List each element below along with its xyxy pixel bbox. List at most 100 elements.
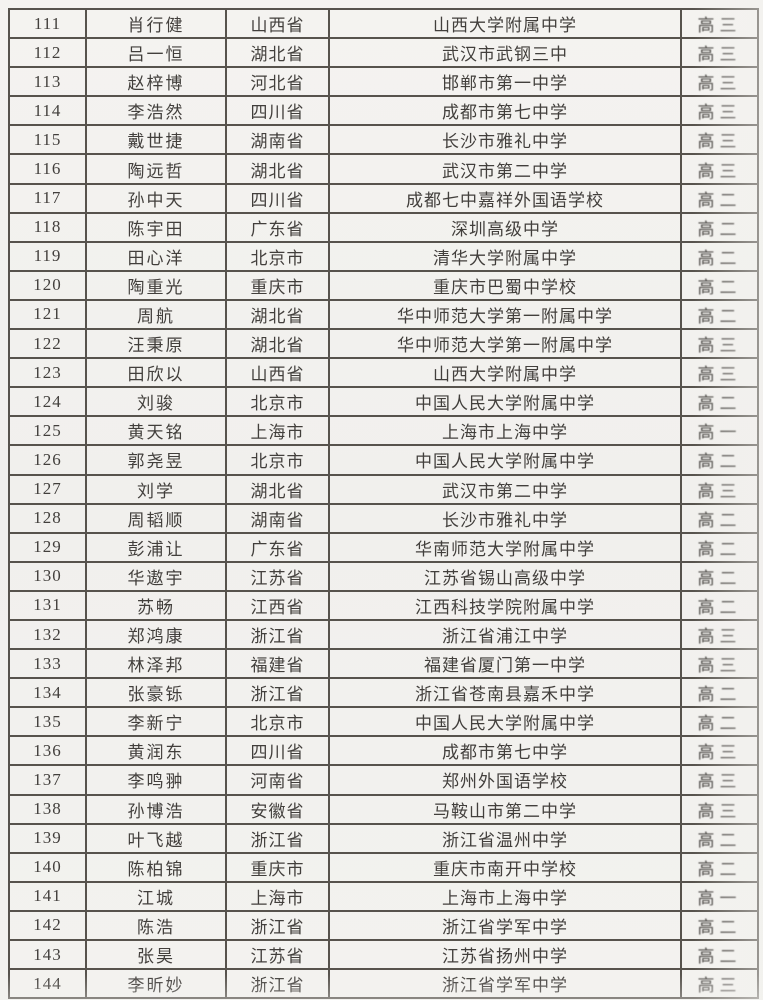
cell-school: 华南师范大学附属中学: [328, 531, 682, 563]
cell-province: 湖北省: [225, 37, 330, 69]
cell-row-number: 116: [8, 153, 87, 185]
cell-grade-level: 高三: [680, 328, 759, 360]
cell-row-number: 115: [8, 124, 87, 156]
cell-row-number: 129: [8, 531, 87, 563]
table-row: 117 孙中天 四川省 成都七中嘉祥外国语学校 高二: [8, 182, 759, 214]
cell-province: 北京市: [225, 240, 330, 272]
cell-row-number: 121: [8, 298, 87, 331]
cell-student-name: 戴世捷: [85, 124, 227, 156]
cell-province: 北京市: [225, 444, 330, 476]
cell-grade-level: 高二: [680, 211, 759, 243]
cell-row-number: 124: [8, 386, 87, 418]
cell-row-number: 140: [8, 851, 87, 883]
cell-row-number: 131: [8, 589, 87, 621]
cell-grade-level: 高二: [680, 822, 759, 854]
cell-student-name: 郑鸿康: [85, 618, 227, 651]
table-row: 140 陈柏锦 重庆市 重庆市南开中学校 高二: [8, 851, 759, 883]
cell-student-name: 刘学: [85, 473, 227, 505]
cell-row-number: 134: [8, 677, 87, 709]
cell-province: 浙江省: [225, 822, 330, 854]
cell-province: 重庆市: [225, 851, 330, 883]
cell-student-name: 陶远哲: [85, 153, 227, 185]
cell-grade-level: 高二: [680, 706, 759, 738]
cell-province: 浙江省: [225, 968, 330, 1000]
table-row: 116 陶远哲 湖北省 武汉市第二中学 高三: [8, 153, 759, 185]
table-row: 142 陈浩 浙江省 浙江省学军中学 高二: [8, 909, 759, 942]
cell-school: 清华大学附属中学: [328, 240, 682, 272]
table-row: 112 吕一恒 湖北省 武汉市武钢三中 高三: [8, 37, 759, 69]
cell-student-name: 陈柏锦: [85, 851, 227, 883]
cell-province: 福建省: [225, 648, 330, 680]
table-row: 141 江城 上海市 上海市上海中学 高一: [8, 880, 759, 912]
cell-student-name: 陈浩: [85, 909, 227, 942]
cell-student-name: 孙博浩: [85, 793, 227, 825]
table-row: 113 赵梓博 河北省 邯郸市第一中学 高三: [8, 66, 759, 98]
cell-province: 上海市: [225, 415, 330, 447]
cell-school: 邯郸市第一中学: [328, 66, 682, 98]
cell-grade-level: 高二: [680, 589, 759, 621]
cell-school: 华中师范大学第一附属中学: [328, 298, 682, 331]
table-row: 139 叶飞越 浙江省 浙江省温州中学 高二: [8, 822, 759, 854]
cell-school: 武汉市第二中学: [328, 153, 682, 185]
cell-student-name: 江城: [85, 880, 227, 912]
table-row: 137 李鸣翀 河南省 郑州外国语学校 高三: [8, 764, 759, 796]
cell-grade-level: 高三: [680, 618, 759, 651]
cell-student-name: 林泽邦: [85, 648, 227, 680]
table-row: 114 李浩然 四川省 成都市第七中学 高三: [8, 95, 759, 127]
cell-grade-level: 高三: [680, 357, 759, 389]
cell-school: 华中师范大学第一附属中学: [328, 328, 682, 360]
cell-province: 四川省: [225, 95, 330, 127]
cell-row-number: 138: [8, 793, 87, 825]
table-row: 144 李昕妙 浙江省 浙江省学军中学 高三: [8, 968, 759, 1000]
cell-student-name: 郭尧昱: [85, 444, 227, 476]
cell-grade-level: 高三: [680, 793, 759, 825]
cell-grade-level: 高二: [680, 298, 759, 331]
cell-school: 郑州外国语学校: [328, 764, 682, 796]
table-row: 132 郑鸿康 浙江省 浙江省浦江中学 高三: [8, 618, 759, 651]
cell-grade-level: 高二: [680, 560, 759, 592]
cell-grade-level: 高二: [680, 240, 759, 272]
cell-row-number: 143: [8, 938, 87, 971]
cell-row-number: 142: [8, 909, 87, 942]
cell-row-number: 125: [8, 415, 87, 447]
cell-row-number: 137: [8, 764, 87, 796]
cell-grade-level: 高二: [680, 531, 759, 563]
cell-school: 山西大学附属中学: [328, 7, 682, 40]
cell-school: 深圳高级中学: [328, 211, 682, 243]
cell-school: 成都市第七中学: [328, 735, 682, 767]
table-row: 131 苏畅 江西省 江西科技学院附属中学 高二: [8, 589, 759, 621]
cell-province: 江苏省: [225, 938, 330, 971]
cell-grade-level: 高三: [680, 735, 759, 767]
cell-grade-level: 高三: [680, 124, 759, 156]
cell-row-number: 139: [8, 822, 87, 854]
cell-student-name: 黄天铭: [85, 415, 227, 447]
cell-school: 浙江省温州中学: [328, 822, 682, 854]
table-row: 138 孙博浩 安徽省 马鞍山市第二中学 高三: [8, 793, 759, 825]
cell-province: 湖南省: [225, 124, 330, 156]
cell-student-name: 肖行健: [85, 7, 227, 40]
cell-grade-level: 高三: [680, 7, 759, 40]
cell-school: 中国人民大学附属中学: [328, 386, 682, 418]
cell-province: 安徽省: [225, 793, 330, 825]
cell-student-name: 李新宁: [85, 706, 227, 738]
cell-school: 成都市第七中学: [328, 95, 682, 127]
cell-row-number: 118: [8, 211, 87, 243]
cell-grade-level: 高二: [680, 269, 759, 301]
table-row: 126 郭尧昱 北京市 中国人民大学附属中学 高二: [8, 444, 759, 476]
cell-school: 中国人民大学附属中学: [328, 706, 682, 738]
cell-school: 浙江省学军中学: [328, 909, 682, 942]
cell-grade-level: 高三: [680, 968, 759, 1000]
cell-province: 四川省: [225, 182, 330, 214]
cell-school: 上海市上海中学: [328, 415, 682, 447]
cell-school: 中国人民大学附属中学: [328, 444, 682, 476]
cell-row-number: 133: [8, 648, 87, 680]
cell-province: 山西省: [225, 7, 330, 40]
student-roster-table: 111 肖行健 山西省 山西大学附属中学 高三 112 吕一恒 湖北省 武汉市武钢三中 高三 113…: [8, 7, 759, 1000]
cell-row-number: 117: [8, 182, 87, 214]
cell-student-name: 黄润东: [85, 735, 227, 767]
cell-school: 长沙市雅礼中学: [328, 502, 682, 534]
table-row: 130 华遨宇 江苏省 江苏省锡山高级中学 高二: [8, 560, 759, 592]
cell-row-number: 112: [8, 37, 87, 69]
cell-student-name: 吕一恒: [85, 37, 227, 69]
